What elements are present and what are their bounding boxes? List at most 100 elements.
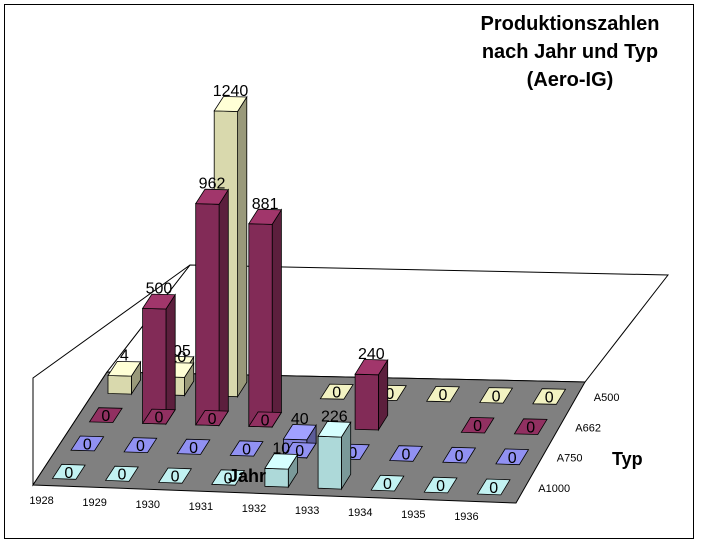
zero-tile	[211, 469, 246, 486]
year-tick-label: 1934	[348, 507, 372, 519]
zero-tile	[319, 383, 354, 400]
zero-tile	[70, 435, 105, 452]
data-label: 500	[146, 281, 173, 298]
data-label: 4	[120, 348, 129, 365]
year-tick-label: 1929	[82, 497, 106, 509]
bar-front	[107, 375, 132, 395]
typ-axis-title: Typ	[612, 449, 643, 469]
bar-top	[264, 453, 299, 470]
data-label: 0	[489, 480, 498, 497]
data-label: 0	[332, 385, 341, 402]
bar-top	[107, 360, 142, 377]
zero-tile	[194, 410, 230, 426]
data-label: 0	[208, 411, 217, 428]
data-label: 0	[492, 388, 501, 405]
typ-tick-label: A662	[575, 422, 601, 434]
data-label: 0	[224, 470, 233, 487]
zero-tile	[51, 463, 86, 480]
bar-top	[354, 358, 389, 376]
bar-side	[271, 208, 282, 429]
data-label: 10	[272, 440, 290, 457]
year-tick-label: 1932	[242, 503, 266, 515]
zero-tile	[442, 446, 477, 464]
zero-tile	[229, 440, 264, 457]
year-tick-label: 1930	[136, 499, 160, 511]
chart-title-line-2: nach Jahr und Typ	[481, 41, 659, 63]
bar-top	[248, 208, 283, 225]
year-tick-label: 1928	[29, 495, 53, 507]
chart-title-line-1: Produktionszahlen	[480, 13, 660, 35]
zero-tile	[123, 437, 158, 454]
zero-tile	[248, 411, 283, 428]
zero-tile	[479, 387, 514, 404]
bar-front	[195, 203, 220, 426]
zero-tile	[476, 478, 511, 496]
typ-tick-label: A1000	[538, 483, 570, 495]
zero-tile	[176, 438, 211, 455]
data-label: 0	[117, 467, 126, 484]
zero-tile	[104, 465, 139, 482]
data-label: 0	[436, 478, 445, 495]
zero-tile	[157, 467, 193, 484]
data-label: 0	[402, 446, 411, 463]
chart-title: Produktionszahlen nach Jahr und Typ (Aer…	[448, 10, 692, 94]
data-label: 40	[291, 411, 309, 428]
zero-tile	[370, 474, 405, 492]
typ-tick-label: A500	[594, 392, 620, 404]
bar-top	[141, 293, 176, 310]
data-label: 0	[439, 387, 448, 404]
bar-side	[218, 188, 229, 427]
zero-tile	[388, 445, 424, 462]
data-label: 0	[455, 448, 464, 465]
data-label: 0	[526, 420, 535, 437]
data-label: 0	[348, 445, 357, 462]
zero-tile	[425, 385, 461, 403]
data-label: 0	[508, 450, 517, 467]
data-label: 240	[358, 346, 385, 363]
data-label: 0	[171, 469, 180, 486]
data-label: 0	[154, 410, 163, 427]
data-label: 0	[385, 386, 394, 403]
zero-tile	[460, 416, 495, 434]
zero-tile	[423, 476, 458, 494]
data-label: 0	[261, 412, 270, 429]
data-label: 0	[189, 440, 198, 457]
year-tick-label: 1933	[295, 505, 319, 517]
chart-frame	[4, 4, 694, 539]
bar-front	[142, 307, 167, 425]
typ-tick-label: A750	[557, 453, 583, 465]
data-label: 1240	[213, 83, 249, 100]
data-label: 0	[64, 465, 73, 482]
data-label: 0	[545, 390, 554, 407]
bar-front	[248, 223, 273, 428]
bar-top	[213, 96, 248, 112]
chart-title-line-3: (Aero-IG)	[526, 69, 614, 91]
data-label: 226	[321, 408, 348, 425]
zero-tile	[513, 418, 548, 435]
x-axis-title: Jahr	[228, 466, 267, 486]
bar-side	[165, 293, 176, 426]
data-label: 0	[295, 443, 304, 460]
bar-front	[354, 373, 379, 431]
bar-top	[317, 421, 352, 438]
bar-front	[264, 467, 289, 488]
data-label: 0	[242, 441, 251, 458]
data-label: 0	[473, 418, 482, 435]
bar-front	[317, 435, 342, 490]
bar-side	[237, 95, 248, 399]
year-tick-label: 1936	[454, 511, 478, 523]
data-label: 0	[383, 476, 392, 493]
data-label: 0	[83, 436, 92, 453]
zero-tile	[88, 407, 123, 423]
bar-top	[194, 188, 230, 205]
bar-top	[282, 424, 317, 441]
data-label: 962	[199, 176, 226, 193]
zero-tile	[532, 388, 567, 405]
year-tick-label: 1935	[401, 509, 425, 521]
data-label: 881	[252, 196, 279, 213]
year-tick-label: 1931	[189, 501, 213, 513]
zero-tile	[141, 408, 176, 425]
data-label: 0	[136, 438, 145, 455]
